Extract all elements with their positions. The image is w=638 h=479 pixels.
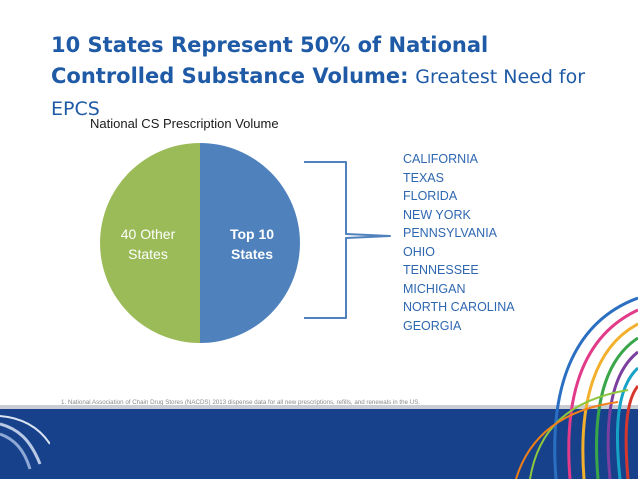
slice-label-line: 40 Other [121, 226, 176, 242]
pie-slice [200, 143, 300, 343]
state-item: NORTH CAROLINA [403, 300, 515, 314]
logo-swoosh-icon [0, 415, 50, 470]
slice-label-line: Top 10 [230, 226, 274, 242]
title-bold: 10 States Represent 50% of National Cont… [51, 33, 489, 88]
slice-label-line: States [128, 246, 168, 262]
chart-title: National CS Prescription Volume [90, 116, 279, 131]
slice-label-line: States [231, 246, 273, 262]
state-item: CALIFORNIA [403, 152, 479, 166]
state-item: MICHIGAN [403, 281, 466, 296]
state-list: CALIFORNIA TEXAS FLORIDA NEW YORK PENNSYLVAN… [403, 150, 515, 335]
state-item: PENNSYLVANIA [403, 226, 498, 240]
state-item: GEORGIA [403, 318, 462, 333]
slide-title: 10 States Represent 50% of National Cont… [51, 30, 611, 125]
state-item: OHIO [403, 244, 435, 259]
state-item: FLORIDA [403, 189, 458, 203]
footnote: 1. National Association of Chain Drug St… [61, 399, 421, 406]
slice-label: 40 Other States [121, 226, 176, 262]
bracket [304, 161, 391, 319]
state-item: TENNESSEE [403, 263, 479, 277]
slice-label: Top 10 States [230, 226, 274, 262]
title-subtitle: Greatest Need for EPCS [51, 66, 586, 120]
pie-slice [100, 143, 200, 343]
decorative-swirl-icon [515, 296, 638, 479]
state-item: TEXAS [403, 170, 444, 185]
state-item: NEW YORK [403, 207, 471, 222]
footer-divider [0, 405, 638, 410]
